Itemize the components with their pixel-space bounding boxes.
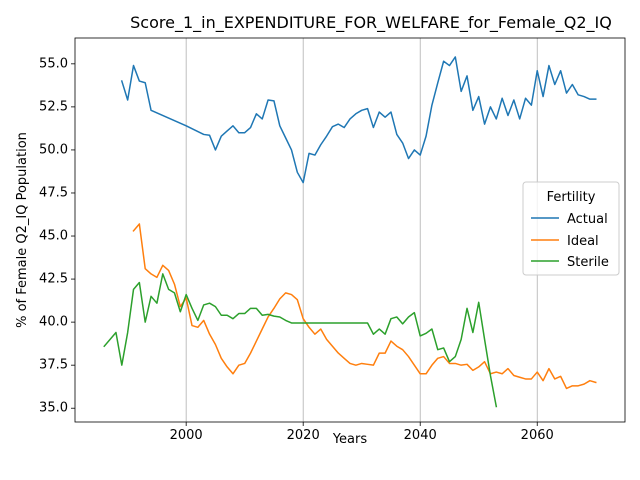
x-axis-ticks: 2000 2020 2040 2060 bbox=[170, 422, 554, 443]
y-tick-label: 50.0 bbox=[39, 142, 68, 157]
legend-title: Fertility bbox=[547, 190, 596, 205]
legend-label-ideal: Ideal bbox=[567, 234, 599, 249]
y-tick-label: 55.0 bbox=[39, 56, 68, 71]
x-tick-label: 2000 bbox=[170, 428, 203, 443]
series-line-sterile bbox=[103, 273, 498, 408]
y-tick-label: 42.5 bbox=[39, 272, 68, 287]
y-tick-label: 35.0 bbox=[39, 401, 68, 416]
legend: Fertility Actual Ideal Sterile bbox=[522, 181, 620, 276]
y-tick-label: 52.5 bbox=[39, 99, 68, 114]
plot-frame bbox=[74, 37, 626, 423]
y-tick-label: 37.5 bbox=[39, 358, 68, 373]
y-tick-label: 45.0 bbox=[39, 229, 68, 244]
legend-label-actual: Actual bbox=[567, 212, 608, 227]
series-line-actual bbox=[120, 56, 597, 184]
x-tick-label: 2060 bbox=[521, 428, 554, 443]
x-tick-label: 2040 bbox=[404, 428, 437, 443]
y-tick-label: 40.0 bbox=[39, 315, 68, 330]
x-tick-label: 2020 bbox=[287, 428, 320, 443]
chart-title: Score_1_in_EXPENDITURE_FOR_WELFARE_for_F… bbox=[130, 13, 612, 33]
series-line-ideal bbox=[132, 223, 597, 390]
series-lines bbox=[103, 56, 597, 408]
legend-label-sterile: Sterile bbox=[567, 255, 609, 270]
legend-box bbox=[522, 181, 620, 276]
y-axis-label: % of Female Q2_IQ Population bbox=[15, 132, 30, 328]
x-axis-label: Years bbox=[332, 432, 368, 447]
y-axis-ticks: 35.0 37.5 40.0 42.5 45.0 47.5 50.0 52.5 55.0 bbox=[39, 56, 75, 416]
y-tick-label: 47.5 bbox=[39, 185, 68, 200]
